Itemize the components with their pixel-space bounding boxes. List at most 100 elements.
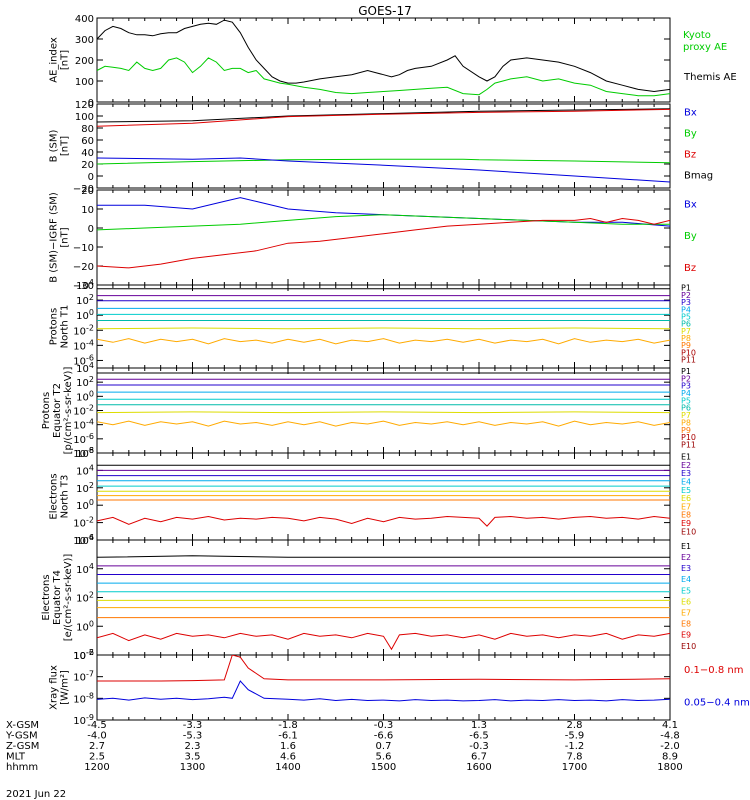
series-bz — [97, 217, 670, 269]
orbit-value: 1.3 — [471, 720, 487, 731]
orbit-value: 1700 — [562, 762, 587, 773]
orbit-value: -4.0 — [87, 731, 107, 742]
series-p7 — [97, 327, 670, 330]
y-tick-label: 400 — [75, 14, 94, 25]
y-tick-label: 10-6 — [73, 432, 94, 446]
orbit-value: 1200 — [84, 762, 109, 773]
orbit-value: -2.0 — [660, 741, 680, 752]
legend-e3: E3 — [681, 564, 691, 573]
y-tick-label: 100 — [76, 619, 94, 633]
orbit-value: -1.2 — [565, 741, 585, 752]
legend-bz: Bz — [684, 263, 696, 274]
legend-p2: P2 — [681, 291, 691, 300]
y-tick-label: 102 — [76, 591, 94, 605]
y-axis-label: Equator T4 — [52, 570, 63, 625]
series-e9 — [97, 515, 670, 527]
legend-p7: P7 — [681, 411, 691, 420]
orbit-value: -6.5 — [469, 731, 489, 742]
y-tick-label: 106 — [76, 533, 94, 547]
legend-e6: E6 — [681, 597, 691, 606]
y-axis-label: [nT] — [60, 227, 71, 247]
orbit-value: -0.3 — [374, 720, 394, 731]
y-tick-label: 120 — [75, 100, 94, 111]
y-tick-label: 106 — [76, 446, 94, 460]
series-by — [97, 158, 670, 165]
legend-e2: E2 — [681, 553, 691, 562]
series-themis-ae — [97, 19, 670, 93]
legend-e5: E5 — [681, 486, 691, 495]
y-axis-label: AE_index — [49, 37, 60, 83]
legend-p9: P9 — [681, 341, 691, 350]
y-tick-label: 102 — [76, 481, 94, 495]
orbit-value: 1600 — [466, 762, 491, 773]
panel-frame — [96, 284, 671, 369]
y-tick-label: 10-4 — [73, 338, 94, 352]
orbit-value: 5.6 — [376, 752, 392, 763]
legend-p1: P1 — [681, 284, 691, 293]
legend-themis-ae: Themis AE — [683, 72, 737, 83]
orbit-value: -6.6 — [374, 731, 394, 742]
legend-e7: E7 — [681, 608, 691, 617]
orbit-value: 0.7 — [376, 741, 392, 752]
y-axis-label: Electrons — [41, 574, 52, 620]
legend-proxy-ae: proxy AE — [683, 42, 727, 53]
panel-frame — [96, 189, 671, 286]
y-axis-label: Protons — [49, 308, 60, 345]
legend-e6: E6 — [681, 494, 691, 503]
panel-frame — [96, 654, 671, 721]
orbit-value: 1.6 — [280, 741, 296, 752]
orbit-value: -4.8 — [660, 731, 680, 742]
legend-p10: P10 — [681, 348, 696, 357]
legend-p5: P5 — [681, 312, 691, 321]
orbit-value: 2.8 — [567, 720, 583, 731]
series-e1 — [97, 555, 670, 558]
series-bmag — [97, 108, 670, 123]
y-tick-label: 100 — [76, 308, 94, 322]
y-axis-label: Protons — [41, 392, 52, 429]
legend-p4: P4 — [681, 389, 691, 398]
y-tick-label: 20 — [81, 160, 94, 171]
y-tick-label: 20 — [81, 186, 94, 197]
legend-p3: P3 — [681, 298, 691, 307]
orbit-value: 7.8 — [567, 752, 583, 763]
legend-e10: E10 — [681, 527, 696, 536]
legend-e8: E8 — [681, 620, 691, 629]
y-tick-label: 102 — [76, 293, 94, 307]
legend-e1: E1 — [681, 453, 691, 462]
y-tick-label: 10-2 — [73, 404, 94, 418]
legend-e2: E2 — [681, 461, 691, 470]
y-tick-label: −10 — [73, 243, 94, 254]
y-tick-label: 80 — [81, 124, 94, 135]
orbit-value: -1.8 — [278, 720, 298, 731]
date-label: 2021 Jun 22 — [6, 789, 66, 800]
y-axis-label: B (SM)−IGRF (SM) — [49, 192, 60, 283]
series-0-1-0-8-nm — [97, 655, 670, 682]
y-tick-label: 0 — [88, 172, 94, 183]
legend-p10: P10 — [681, 433, 696, 442]
y-tick-label: 100 — [76, 389, 94, 403]
orbit-value: 4.6 — [280, 752, 296, 763]
orbit-table: X-GSM -4.5 -3.3 -1.8 -0.3 1.3 2.8 4.1 Y-GSM -4.0 -… — [5, 720, 683, 773]
legend-p1: P1 — [681, 367, 691, 376]
legend-e7: E7 — [681, 502, 691, 511]
legend-p7: P7 — [681, 327, 691, 336]
y-tick-label: 40 — [81, 148, 94, 159]
legend-e5: E5 — [681, 586, 691, 595]
panel-frame — [96, 452, 671, 541]
legend-kyoto: Kyoto — [683, 30, 711, 41]
legend-p11: P11 — [681, 356, 696, 365]
y-tick-label: 104 — [76, 562, 94, 576]
y-tick-label: 104 — [76, 463, 94, 477]
legend-p3: P3 — [681, 382, 691, 391]
legend-p8: P8 — [681, 334, 691, 343]
orbit-label: Z-GSM — [6, 741, 39, 752]
legend-e8: E8 — [681, 511, 691, 520]
y-tick-label: 10-4 — [73, 418, 94, 432]
legend-e1: E1 — [681, 542, 691, 551]
legend-by: By — [684, 231, 697, 242]
